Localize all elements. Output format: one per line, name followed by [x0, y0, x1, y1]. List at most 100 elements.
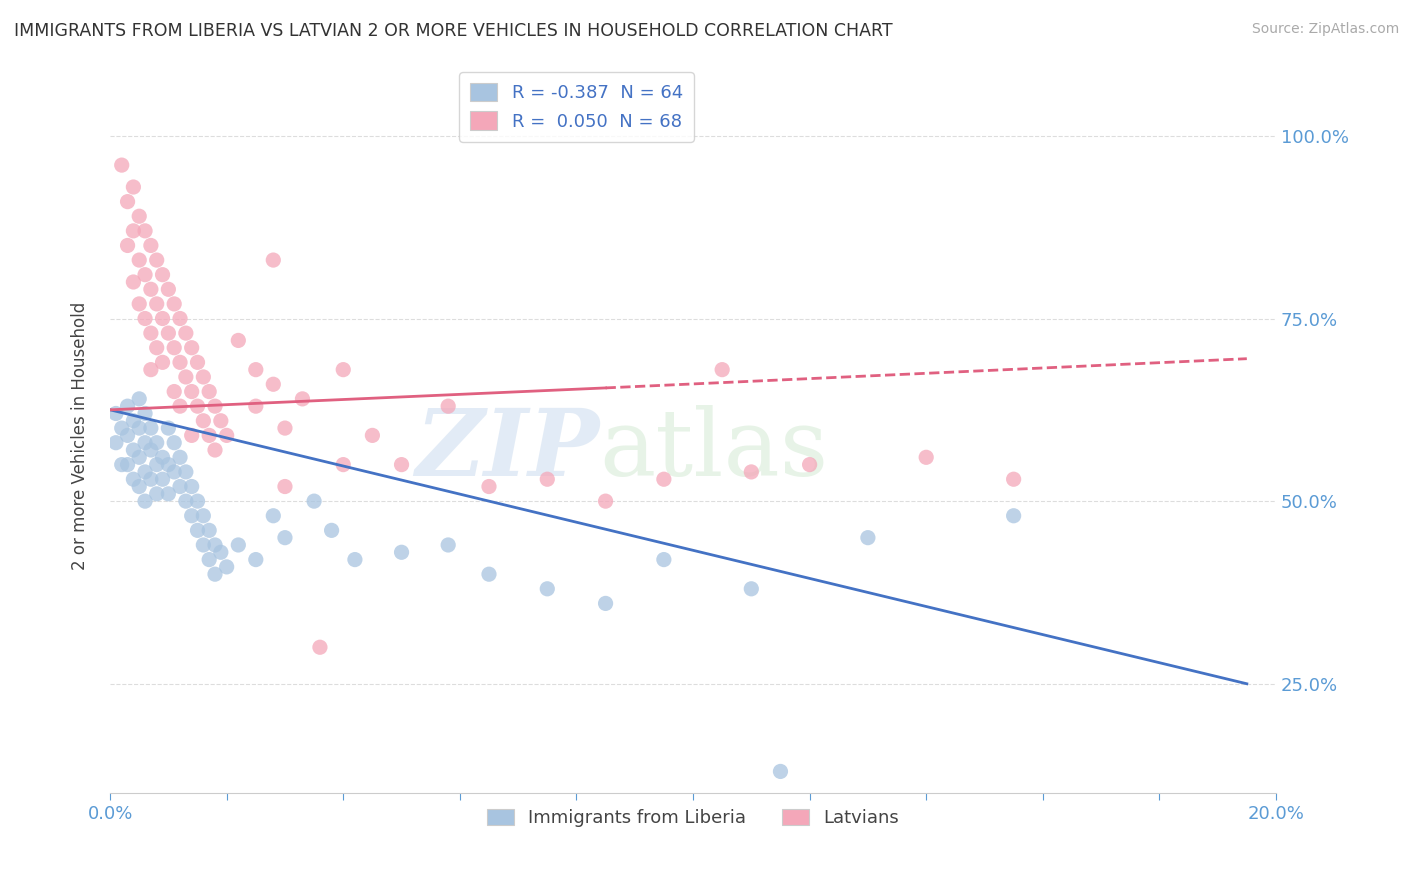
- Point: [274, 479, 297, 493]
- Point: [145, 297, 167, 311]
- Point: [595, 494, 617, 508]
- Point: [174, 494, 197, 508]
- Point: [152, 472, 174, 486]
- Point: [262, 253, 284, 268]
- Point: [478, 479, 501, 493]
- Point: [245, 552, 267, 566]
- Point: [652, 552, 675, 566]
- Point: [104, 435, 127, 450]
- Point: [711, 362, 734, 376]
- Point: [186, 524, 208, 538]
- Point: [174, 465, 197, 479]
- Point: [163, 384, 186, 399]
- Point: [169, 479, 191, 493]
- Point: [128, 297, 150, 311]
- Point: [343, 552, 366, 566]
- Point: [117, 458, 139, 472]
- Point: [169, 450, 191, 465]
- Point: [193, 414, 215, 428]
- Point: [122, 275, 145, 289]
- Legend: Immigrants from Liberia, Latvians: Immigrants from Liberia, Latvians: [479, 802, 907, 834]
- Point: [361, 428, 384, 442]
- Point: [262, 377, 284, 392]
- Point: [134, 494, 156, 508]
- Point: [180, 428, 202, 442]
- Point: [152, 311, 174, 326]
- Point: [215, 428, 238, 442]
- Point: [204, 538, 226, 552]
- Point: [437, 399, 460, 413]
- Point: [799, 458, 821, 472]
- Point: [117, 428, 139, 442]
- Point: [174, 370, 197, 384]
- Point: [193, 538, 215, 552]
- Point: [186, 355, 208, 369]
- Point: [122, 414, 145, 428]
- Point: [228, 334, 250, 348]
- Point: [740, 582, 762, 596]
- Point: [157, 458, 180, 472]
- Point: [157, 326, 180, 340]
- Point: [122, 442, 145, 457]
- Point: [186, 399, 208, 413]
- Text: IMMIGRANTS FROM LIBERIA VS LATVIAN 2 OR MORE VEHICLES IN HOUSEHOLD CORRELATION C: IMMIGRANTS FROM LIBERIA VS LATVIAN 2 OR …: [14, 22, 893, 40]
- Point: [163, 297, 186, 311]
- Point: [134, 465, 156, 479]
- Point: [111, 158, 134, 172]
- Point: [169, 355, 191, 369]
- Point: [180, 384, 202, 399]
- Point: [321, 524, 343, 538]
- Point: [302, 494, 325, 508]
- Point: [139, 238, 162, 252]
- Point: [204, 399, 226, 413]
- Point: [1002, 472, 1025, 486]
- Point: [139, 362, 162, 376]
- Point: [536, 472, 558, 486]
- Point: [180, 341, 202, 355]
- Point: [152, 450, 174, 465]
- Point: [209, 414, 232, 428]
- Point: [163, 341, 186, 355]
- Point: [215, 560, 238, 574]
- Point: [157, 487, 180, 501]
- Point: [128, 421, 150, 435]
- Point: [122, 180, 145, 194]
- Point: [274, 531, 297, 545]
- Point: [145, 458, 167, 472]
- Point: [104, 407, 127, 421]
- Point: [198, 428, 221, 442]
- Point: [391, 545, 413, 559]
- Point: [262, 508, 284, 523]
- Point: [332, 362, 354, 376]
- Point: [245, 399, 267, 413]
- Point: [145, 253, 167, 268]
- Point: [478, 567, 501, 582]
- Point: [180, 479, 202, 493]
- Text: atlas: atlas: [600, 405, 830, 495]
- Point: [111, 458, 134, 472]
- Point: [193, 370, 215, 384]
- Point: [180, 508, 202, 523]
- Point: [198, 384, 221, 399]
- Point: [134, 311, 156, 326]
- Point: [117, 399, 139, 413]
- Point: [391, 458, 413, 472]
- Point: [128, 253, 150, 268]
- Point: [122, 472, 145, 486]
- Point: [128, 392, 150, 406]
- Point: [652, 472, 675, 486]
- Point: [169, 311, 191, 326]
- Point: [139, 472, 162, 486]
- Point: [111, 421, 134, 435]
- Point: [915, 450, 938, 465]
- Point: [152, 355, 174, 369]
- Point: [134, 435, 156, 450]
- Point: [145, 341, 167, 355]
- Point: [198, 524, 221, 538]
- Point: [122, 224, 145, 238]
- Point: [274, 421, 297, 435]
- Text: Source: ZipAtlas.com: Source: ZipAtlas.com: [1251, 22, 1399, 37]
- Point: [595, 596, 617, 610]
- Point: [856, 531, 879, 545]
- Point: [117, 194, 139, 209]
